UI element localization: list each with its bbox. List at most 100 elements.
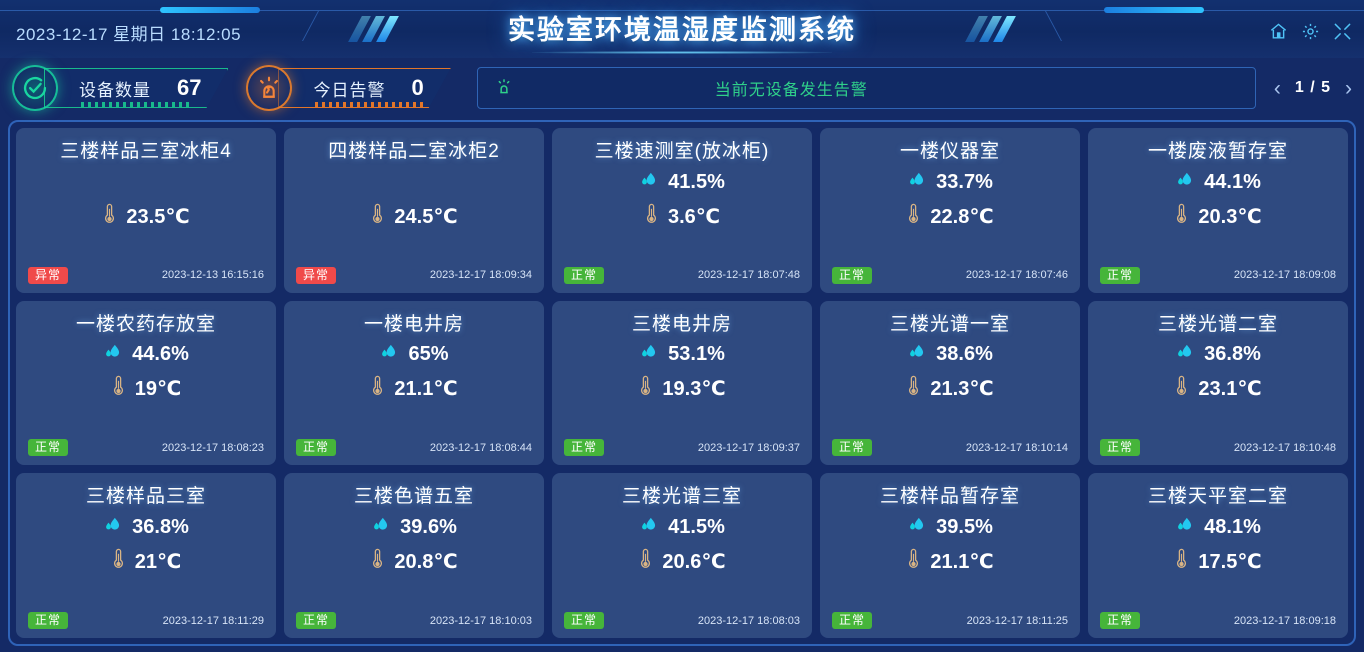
sensor-card-9[interactable]: 三楼光谱二室 36.8% 23.1℃ 正常 2023-12-17 <box>1088 300 1348 466</box>
thermometer-icon <box>102 202 117 231</box>
sensor-card-2[interactable]: 三楼速测室(放冰柜) 41.5% 3.6℃ 正常 2023-12 <box>552 128 812 293</box>
stat-device-label: 设备数量 <box>79 80 151 100</box>
thermometer-icon <box>638 547 653 576</box>
temperature-metric: 3.6℃ <box>644 199 720 233</box>
home-icon[interactable] <box>1269 22 1288 41</box>
temperature-metric: 21℃ <box>111 544 181 578</box>
pagination-next-icon[interactable]: › <box>1345 76 1352 100</box>
temperature-value: 22.8℃ <box>930 205 994 228</box>
sensor-card-title: 四楼样品二室冰柜2 <box>328 141 500 162</box>
status-badge: 正常 <box>28 612 69 629</box>
sensor-card-footer: 正常 2023-12-17 18:09:37 <box>564 439 800 457</box>
humidity-droplet-icon <box>907 341 927 368</box>
sensor-card-title: 三楼电井房 <box>631 313 732 335</box>
sensor-card-title: 三楼样品三室冰柜4 <box>60 141 232 162</box>
pagination-prev-icon[interactable]: ‹ <box>1273 76 1281 100</box>
stats-bar: 设备数量 67 今日告警 0 当前无设备发生告警 <box>0 60 1364 116</box>
sensor-grid-frame: 三楼样品三室冰柜4 23.5℃ 异常 2023-12-13 1 <box>8 120 1356 646</box>
temperature-value: 20.3℃ <box>1198 205 1262 228</box>
humidity-droplet-icon <box>1175 169 1195 196</box>
sensor-card-5[interactable]: 一楼农药存放室 44.6% 19℃ 正常 2023-12-17 <box>16 300 276 466</box>
sensor-card-footer: 正常 2023-12-17 18:07:46 <box>832 266 1068 284</box>
thermometer-icon <box>1174 374 1189 403</box>
fullscreen-icon[interactable] <box>1333 22 1352 41</box>
humidity-value: 36.8% <box>132 515 189 538</box>
humidity-value: 48.1% <box>1204 515 1261 538</box>
sensor-timestamp: 2023-12-17 18:07:48 <box>697 269 800 282</box>
sensor-card-title: 三楼样品暂存室 <box>879 486 1020 508</box>
header-rule <box>0 10 1364 11</box>
sensor-card-6[interactable]: 一楼电井房 65% 21.1℃ 正常 2023-12-17 18 <box>284 300 544 466</box>
header-accent-left <box>160 7 260 13</box>
sensor-timestamp: 2023-12-17 18:09:18 <box>1233 614 1336 627</box>
sensor-timestamp: 2023-12-17 18:10:48 <box>1233 441 1336 454</box>
sensor-card-8[interactable]: 三楼光谱一室 38.6% 21.3℃ 正常 2023-12-17 <box>820 300 1080 466</box>
status-badge: 正常 <box>296 612 337 629</box>
thermometer-icon <box>111 374 126 403</box>
thermometer-icon <box>906 202 921 231</box>
sensor-card-footer: 异常 2023-12-13 16:15:16 <box>28 266 264 284</box>
sensor-card-footer: 正常 2023-12-17 18:10:14 <box>832 439 1068 457</box>
stat-alarm-value: 0 <box>411 75 424 100</box>
sensor-timestamp: 2023-12-17 18:09:08 <box>1233 269 1336 282</box>
sensor-card-title: 一楼电井房 <box>363 313 464 335</box>
temperature-value: 21.3℃ <box>930 378 994 401</box>
sensor-card-footer: 正常 2023-12-17 18:09:18 <box>1100 612 1336 629</box>
stat-device-count[interactable]: 设备数量 67 <box>12 65 228 111</box>
sensor-card-14[interactable]: 三楼天平室二室 48.1% 17.5℃ 正常 2023-12-1 <box>1088 473 1348 638</box>
humidity-value: 36.8% <box>1204 343 1261 366</box>
sensor-card-0[interactable]: 三楼样品三室冰柜4 23.5℃ 异常 2023-12-13 1 <box>16 128 276 293</box>
sensor-card-footer: 正常 2023-12-17 18:10:48 <box>1100 439 1336 457</box>
sensor-card-footer: 正常 2023-12-17 18:07:48 <box>564 266 800 284</box>
stat-today-alarms[interactable]: 今日告警 0 <box>246 65 450 111</box>
gear-icon[interactable] <box>1301 22 1320 41</box>
sensor-timestamp: 2023-12-17 18:11:29 <box>162 614 264 627</box>
sensor-card-12[interactable]: 三楼光谱三室 41.5% 20.6℃ 正常 2023-12-17 <box>552 473 812 638</box>
sensor-card-title: 三楼色谱五室 <box>353 486 474 508</box>
status-badge: 异常 <box>28 266 69 284</box>
stat-device-value: 67 <box>177 75 202 100</box>
check-circle-icon <box>12 65 58 111</box>
sensor-card-title: 一楼仪器室 <box>899 141 1000 162</box>
status-badge: 异常 <box>296 266 337 284</box>
sensor-card-13[interactable]: 三楼样品暂存室 39.5% 21.1℃ 正常 2023-12-1 <box>820 473 1080 638</box>
sensor-card-11[interactable]: 三楼色谱五室 39.6% 20.8℃ 正常 2023-12-17 <box>284 473 544 638</box>
sensor-card-10[interactable]: 三楼样品三室 36.8% 21℃ 正常 2023-12-17 1 <box>16 473 276 638</box>
sensor-card-4[interactable]: 一楼废液暂存室 44.1% 20.3℃ 正常 2023-12-1 <box>1088 128 1348 293</box>
humidity-metric: 44.1% <box>1175 165 1261 199</box>
sensor-card-7[interactable]: 三楼电井房 53.1% 19.3℃ 正常 2023-12-17 <box>552 300 812 466</box>
status-badge: 正常 <box>832 439 873 457</box>
stat-device-teeth <box>81 102 191 108</box>
humidity-value: 39.5% <box>936 515 993 538</box>
app-header: 2023-12-17 星期日 18:12:05 实验室环境温湿度监测系统 <box>0 0 1364 58</box>
humidity-metric: 41.5% <box>639 510 725 544</box>
humidity-value: 41.5% <box>668 515 725 538</box>
status-badge: 正常 <box>564 266 605 284</box>
header-datetime: 2023-12-17 星期日 18:12:05 <box>16 25 242 44</box>
stat-alarm-label: 今日告警 <box>313 80 386 100</box>
pagination: ‹ 1 / 5 › <box>1274 78 1352 99</box>
temperature-metric: 19.3℃ <box>638 372 726 406</box>
sensor-timestamp: 2023-12-17 18:09:34 <box>429 269 532 282</box>
sensor-timestamp: 2023-12-17 18:07:46 <box>965 269 1068 282</box>
humidity-value: 39.6% <box>400 515 457 538</box>
humidity-droplet-icon <box>379 341 399 368</box>
sensor-card-footer: 正常 2023-12-17 18:11:29 <box>28 612 264 629</box>
sensor-card-title: 三楼光谱三室 <box>621 486 742 508</box>
sensor-card-1[interactable]: 四楼样品二室冰柜2 24.5℃ 异常 2023-12-17 1 <box>284 128 544 293</box>
sensor-card-title: 三楼速测室(放冰柜) <box>594 141 770 162</box>
humidity-value: 44.6% <box>132 343 189 366</box>
sensor-card-title: 一楼废液暂存室 <box>1147 141 1288 162</box>
temperature-metric: 20.3℃ <box>1174 199 1262 233</box>
alarm-light-icon <box>246 65 293 111</box>
humidity-metric: 48.1% <box>1175 510 1261 544</box>
alert-message: 当前无设备发生告警 <box>714 82 868 99</box>
thermometer-icon <box>370 202 385 231</box>
sensor-card-footer: 正常 2023-12-17 18:09:08 <box>1100 266 1336 284</box>
sensor-card-title: 一楼农药存放室 <box>75 313 216 335</box>
humidity-metric: 65% <box>379 338 449 372</box>
temperature-value: 21.1℃ <box>394 378 458 401</box>
humidity-value: 65% <box>408 343 449 366</box>
temperature-value: 21℃ <box>134 550 182 573</box>
sensor-card-3[interactable]: 一楼仪器室 33.7% 22.8℃ 正常 2023-12-17 <box>820 128 1080 293</box>
